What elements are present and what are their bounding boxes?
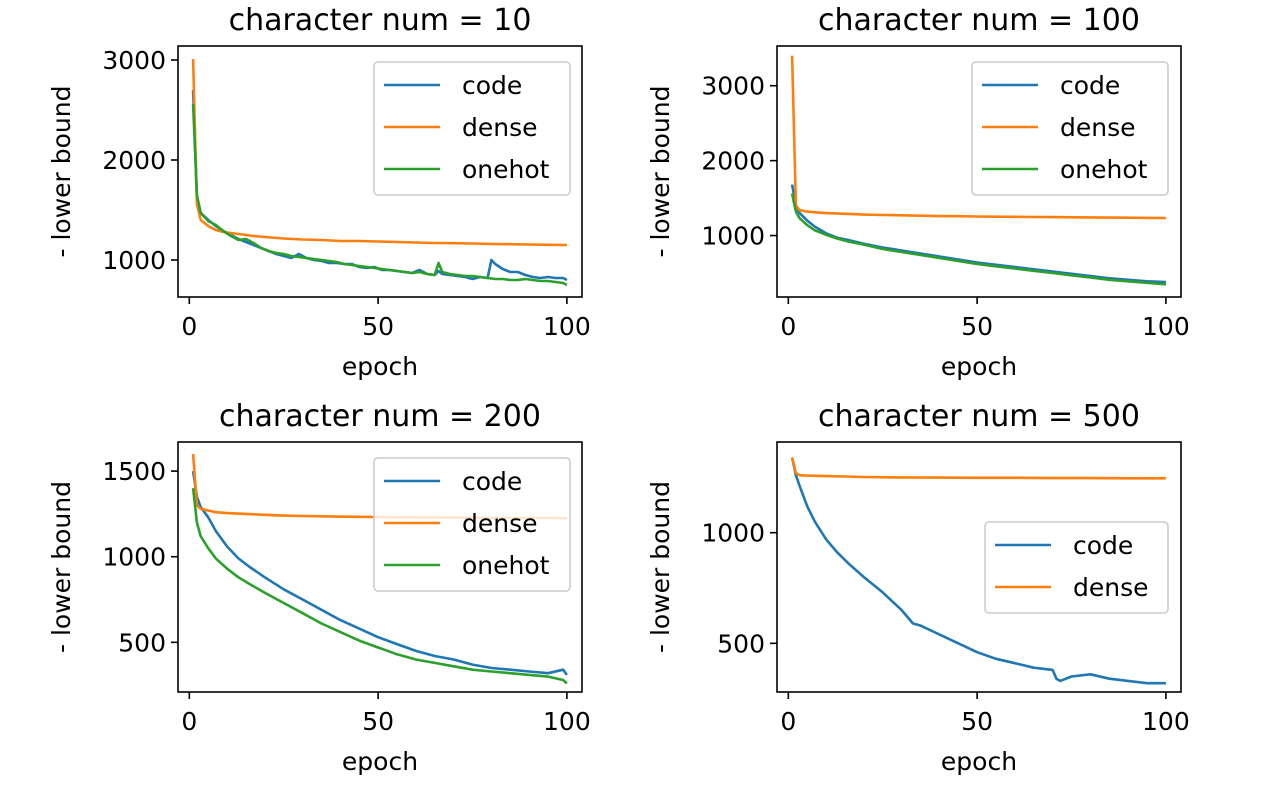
y-tick-label: 1000	[102, 246, 166, 275]
series-line-onehot	[191, 103, 568, 287]
x-tick-label: 100	[543, 312, 591, 341]
plot-frame	[776, 441, 1182, 693]
subplot-3: character num = 200 0 50 100 500 1000 1500 epoc…	[47, 399, 591, 776]
y-tick-label: 500	[118, 628, 166, 657]
subplot-1: character num = 10 0 50 100 1000 2000 3000 epoc…	[47, 3, 591, 381]
subplot-4: character num = 500 0 50 100 500 1000 epoch - l…	[646, 399, 1190, 776]
panel-title: character num = 100	[818, 3, 1140, 38]
series-line-dense	[790, 457, 1166, 480]
legend: code dense onehot	[971, 61, 1169, 196]
x-tick-label: 100	[1142, 707, 1190, 736]
y-tick-label: 1000	[701, 519, 765, 548]
series-line-onehot	[790, 193, 1167, 286]
legend-box	[373, 457, 571, 592]
plot-frame	[776, 45, 1182, 298]
x-tick-label: 50	[362, 312, 394, 341]
plot-frame	[177, 441, 583, 693]
panel-title: character num = 200	[219, 399, 541, 434]
legend-box	[971, 61, 1169, 196]
legend-label-dense: dense	[462, 113, 538, 142]
legend-label-code: code	[1060, 71, 1120, 100]
legend: code dense	[984, 521, 1169, 614]
legend-label-dense: dense	[1060, 113, 1136, 142]
legend-label-dense: dense	[462, 509, 538, 538]
panel-title: character num = 10	[229, 3, 532, 38]
y-tick-label: 1500	[102, 457, 166, 486]
subplot-2: character num = 100 0 50 100 1000 2000 3000 epo…	[646, 3, 1190, 381]
y-tick-label: 2000	[701, 147, 765, 176]
legend: code dense onehot	[373, 61, 571, 196]
x-axis-label: epoch	[342, 352, 418, 381]
legend: code dense onehot	[373, 457, 571, 592]
legend-label-code: code	[1073, 531, 1133, 560]
series-line-code	[790, 184, 1166, 284]
y-tick-label: 3000	[701, 72, 765, 101]
y-tick-label: 3000	[102, 46, 166, 75]
x-tick-label: 0	[181, 707, 197, 736]
series-line-dense	[191, 58, 567, 247]
x-axis-label: epoch	[941, 747, 1017, 776]
y-axis-label: - lower bound	[47, 481, 76, 653]
series-line-dense	[790, 55, 1166, 220]
legend-label-onehot: onehot	[1060, 155, 1148, 184]
series-line-code	[191, 470, 568, 676]
x-tick-label: 50	[362, 707, 394, 736]
x-axis-label: epoch	[342, 747, 418, 776]
plot-frame	[177, 45, 583, 298]
panel-title: character num = 500	[818, 399, 1140, 434]
x-tick-label: 50	[961, 707, 993, 736]
x-tick-label: 0	[780, 312, 796, 341]
series-line-code	[790, 457, 1166, 685]
x-tick-label: 0	[181, 312, 197, 341]
x-axis-label: epoch	[941, 352, 1017, 381]
x-tick-label: 0	[780, 707, 796, 736]
x-tick-label: 100	[543, 707, 591, 736]
legend-label-code: code	[462, 71, 522, 100]
series-line-onehot	[191, 488, 568, 685]
y-axis-label: - lower bound	[47, 86, 76, 258]
y-tick-label: 500	[717, 629, 765, 658]
legend-label-onehot: onehot	[462, 155, 550, 184]
legend-label-code: code	[462, 467, 522, 496]
legend-box	[373, 61, 571, 196]
legend-label-dense: dense	[1073, 573, 1149, 602]
y-axis-label: - lower bound	[646, 86, 675, 258]
legend-label-onehot: onehot	[462, 551, 550, 580]
x-tick-label: 50	[961, 312, 993, 341]
x-tick-label: 100	[1142, 312, 1190, 341]
y-tick-label: 2000	[102, 146, 166, 175]
y-axis-label: - lower bound	[646, 481, 675, 653]
y-tick-label: 1000	[102, 543, 166, 572]
y-tick-label: 1000	[701, 222, 765, 251]
